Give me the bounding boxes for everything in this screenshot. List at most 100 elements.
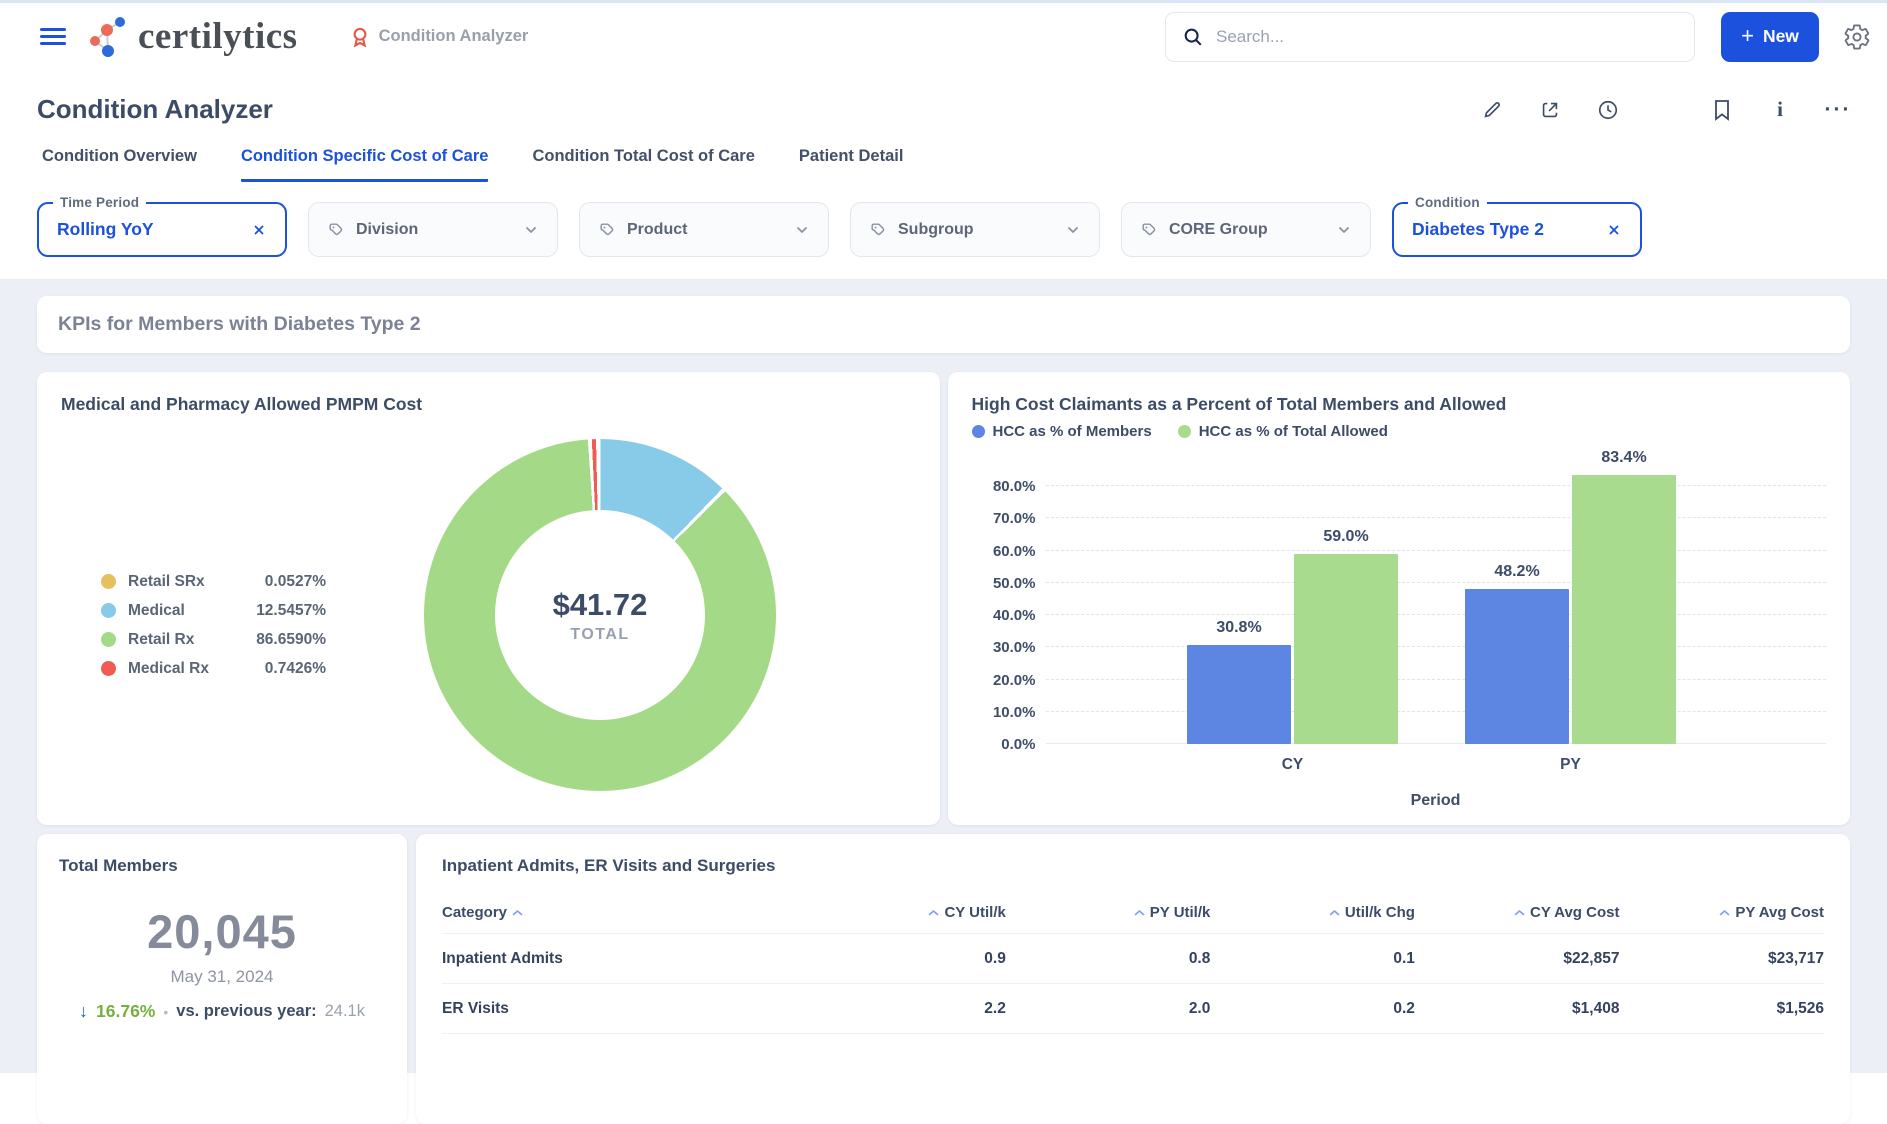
dot-separator: • <box>163 1004 168 1020</box>
legend-label: Retail SRx <box>128 573 240 591</box>
info-icon[interactable]: i <box>1768 98 1792 122</box>
bar-legend-item-hcc-as-of-total-allowed[interactable]: HCC as % of Total Allowed <box>1178 423 1388 440</box>
donut-legend-item-medical-rx[interactable]: Medical Rx0.7426% <box>101 654 326 683</box>
bookmark-icon[interactable] <box>1710 98 1734 122</box>
donut-chart[interactable]: $41.72 TOTAL <box>424 439 776 791</box>
bar-yticks: 0.0%10.0%20.0%30.0%40.0%50.0%60.0%70.0%8… <box>972 461 1036 744</box>
column-header-py-util-k[interactable]: PY Util/k <box>1006 904 1211 921</box>
bar-cy-hcc-as-of-total-allowed[interactable] <box>1294 554 1398 744</box>
column-label: Util/k Chg <box>1345 904 1415 921</box>
column-header-util-k-chg[interactable]: Util/k Chg <box>1210 904 1415 921</box>
filter-chip-value: Rolling YoY <box>57 219 154 240</box>
search-input[interactable] <box>1216 27 1678 47</box>
gridline <box>1046 646 1826 647</box>
more-options-icon[interactable]: ··· <box>1826 98 1850 122</box>
history-clock-icon[interactable] <box>1596 98 1620 122</box>
y-axis-tick: 0.0% <box>972 736 1036 753</box>
previous-year-value: 24.1k <box>325 1002 365 1021</box>
donut-total-value: $41.72 <box>553 587 648 623</box>
legend-label: HCC as % of Members <box>993 423 1152 440</box>
tab-condition-total-cost-of-care[interactable]: Condition Total Cost of Care <box>532 147 754 182</box>
column-header-py-avg-cost[interactable]: PY Avg Cost <box>1619 904 1824 921</box>
y-axis-tick: 10.0% <box>972 704 1036 721</box>
bar-cy-hcc-as-of-members[interactable] <box>1187 645 1291 744</box>
settings-gear-icon[interactable] <box>1843 23 1871 51</box>
donut-legend-item-retail-rx[interactable]: Retail Rx86.6590% <box>101 625 326 654</box>
column-header-cy-util-k[interactable]: CY Util/k <box>801 904 1006 921</box>
table-row-er-visits: ER Visits2.22.00.2$1,408$1,526 <box>442 984 1824 1034</box>
breadcrumb[interactable]: Condition Analyzer <box>350 26 529 48</box>
filter-bar: Time PeriodRolling YoYDivisionProductSub… <box>0 182 1887 280</box>
legend-value: 0.7426% <box>240 660 326 678</box>
gridline <box>1046 582 1826 583</box>
tab-condition-specific-cost-of-care[interactable]: Condition Specific Cost of Care <box>241 147 489 182</box>
row-value: 2.0 <box>1006 1000 1211 1018</box>
chevron-down-icon <box>1065 222 1081 238</box>
y-axis-tick: 40.0% <box>972 607 1036 624</box>
y-axis-tick: 50.0% <box>972 575 1036 592</box>
bar-legend-item-hcc-as-of-members[interactable]: HCC as % of Members <box>972 423 1152 440</box>
legend-value: 12.5457% <box>240 602 326 620</box>
filter-chip-product[interactable]: Product <box>579 202 829 257</box>
search-box[interactable] <box>1165 12 1695 62</box>
clear-filter-icon[interactable] <box>1606 222 1622 238</box>
filter-chip-label: Product <box>627 221 687 239</box>
sort-caret-icon <box>1329 909 1340 917</box>
column-header-category[interactable]: Category <box>442 904 801 921</box>
hamburger-menu-icon[interactable] <box>40 24 66 49</box>
column-label: PY Util/k <box>1150 904 1211 921</box>
x-axis-title: Period <box>1386 792 1486 810</box>
bar-py-hcc-as-of-total-allowed[interactable] <box>1572 475 1676 744</box>
new-button-label: New <box>1763 26 1799 47</box>
donut-total-label: TOTAL <box>570 626 629 644</box>
legend-dot-icon <box>1178 425 1191 438</box>
new-button[interactable]: + New <box>1721 12 1819 62</box>
row-value: $1,408 <box>1415 1000 1620 1018</box>
kpi-section-title: KPIs for Members with Diabetes Type 2 <box>58 313 421 336</box>
edit-pencil-icon[interactable] <box>1480 98 1504 122</box>
x-axis-label-py: PY <box>1531 756 1611 774</box>
x-axis-label-cy: CY <box>1253 756 1333 774</box>
vs-previous-label: vs. previous year: <box>176 1002 316 1021</box>
legend-dot-icon <box>972 425 985 438</box>
tab-patient-detail[interactable]: Patient Detail <box>799 147 904 182</box>
filter-chip-time-period[interactable]: Time PeriodRolling YoY <box>37 202 287 257</box>
bar-py-hcc-as-of-members[interactable] <box>1465 589 1569 744</box>
gridline <box>1046 485 1826 486</box>
bar-chart-title: High Cost Claimants as a Percent of Tota… <box>972 394 1827 415</box>
export-icon[interactable] <box>1538 98 1562 122</box>
column-label: PY Avg Cost <box>1735 904 1824 921</box>
column-header-cy-avg-cost[interactable]: CY Avg Cost <box>1415 904 1620 921</box>
y-axis-tick: 80.0% <box>972 478 1036 495</box>
brand-logo[interactable]: certilytics <box>86 13 298 61</box>
total-members-card: Total Members 20,045 May 31, 2024 ↓ 16.7… <box>37 834 407 1124</box>
filter-chip-division[interactable]: Division <box>308 202 558 257</box>
bar-plot: 30.8%59.0%CY48.2%83.4%PYPeriod <box>1046 461 1826 744</box>
brand-name: certilytics <box>138 15 298 58</box>
filter-chip-subgroup[interactable]: Subgroup <box>850 202 1100 257</box>
donut-legend-item-medical[interactable]: Medical12.5457% <box>101 596 326 625</box>
filter-chip-value: Diabetes Type 2 <box>1412 219 1544 240</box>
legend-dot-icon <box>101 661 116 676</box>
chevron-down-icon <box>523 222 539 238</box>
donut-legend-item-retail-srx[interactable]: Retail SRx0.0527% <box>101 567 326 596</box>
tag-icon <box>327 221 344 238</box>
gridline <box>1046 550 1826 551</box>
filter-chip-label: Time Period <box>53 195 146 210</box>
bar-value-label: 30.8% <box>1187 619 1291 637</box>
bar-value-label: 59.0% <box>1294 528 1398 546</box>
legend-label: Medical <box>128 602 240 620</box>
filter-chip-core-group[interactable]: CORE Group <box>1121 202 1371 257</box>
row-value: $22,857 <box>1415 950 1620 968</box>
clear-filter-icon[interactable] <box>251 222 267 238</box>
gridline <box>1046 679 1826 680</box>
row-category: Inpatient Admits <box>442 950 801 968</box>
gridline <box>1046 517 1826 518</box>
tab-condition-overview[interactable]: Condition Overview <box>42 147 197 182</box>
filter-chip-condition[interactable]: ConditionDiabetes Type 2 <box>1392 202 1642 257</box>
row-value: 0.9 <box>801 950 1006 968</box>
total-members-date: May 31, 2024 <box>59 967 385 987</box>
logo-mark-icon <box>86 13 128 61</box>
down-arrow-icon: ↓ <box>79 1001 88 1022</box>
total-members-title: Total Members <box>59 856 385 876</box>
